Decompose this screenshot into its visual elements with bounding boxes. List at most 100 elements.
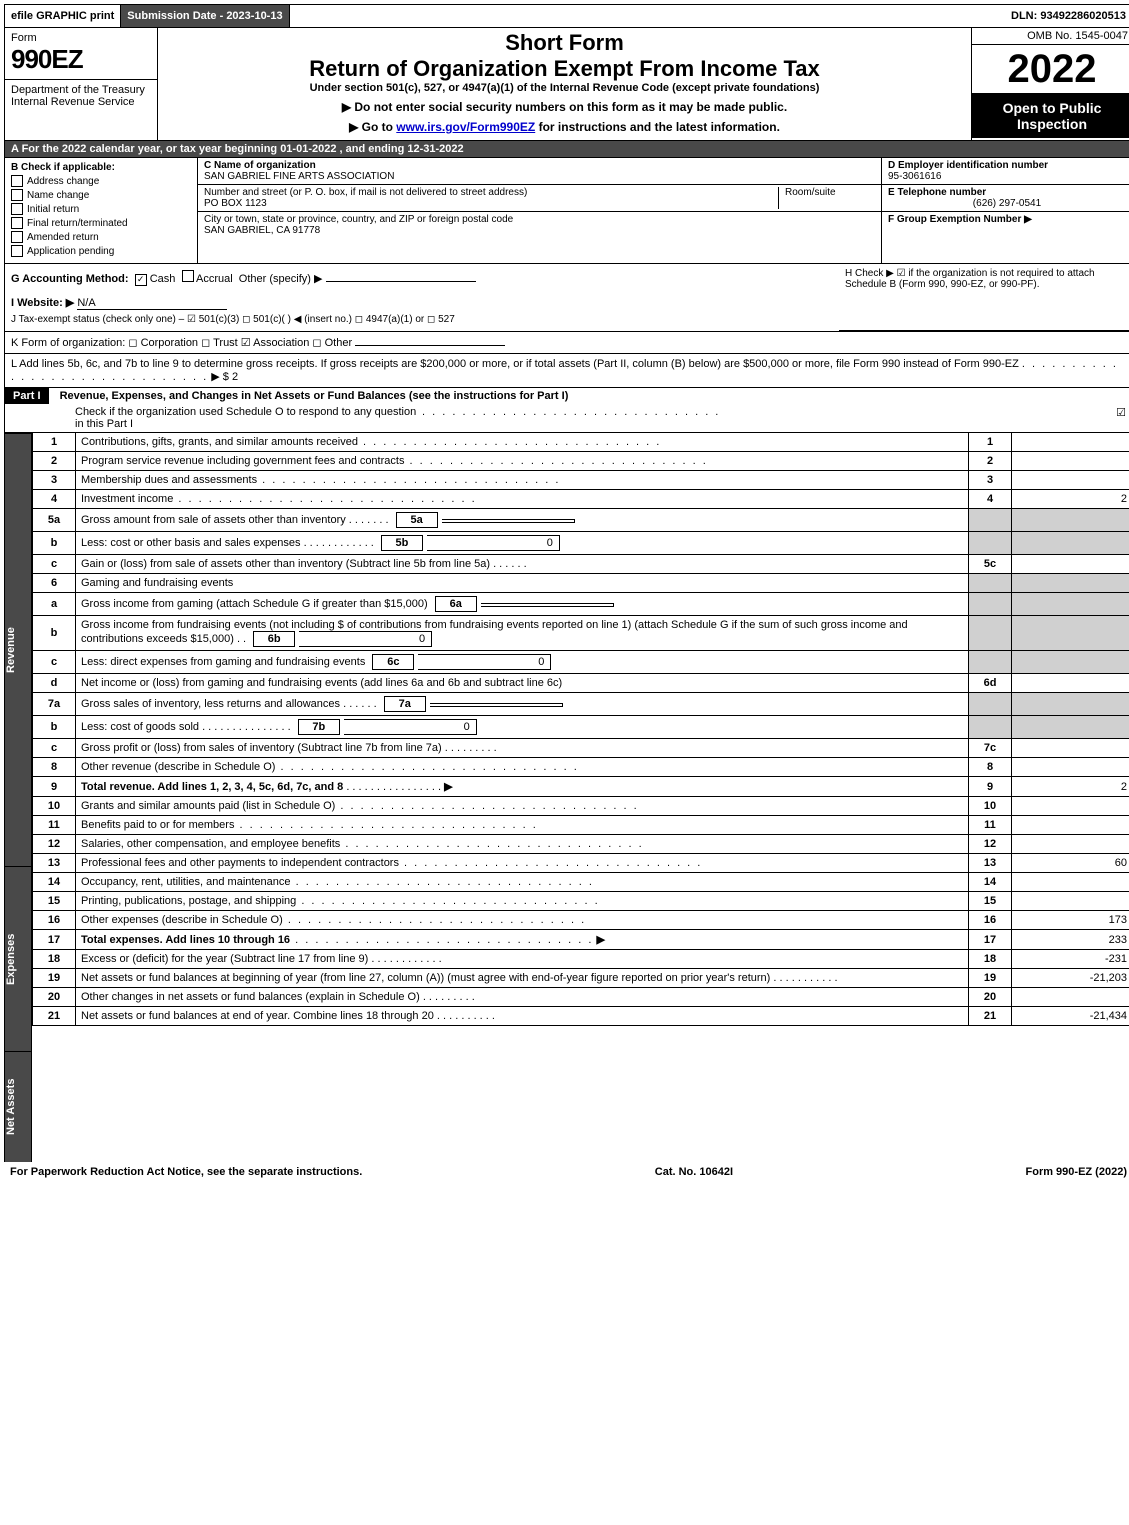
netassets-label: Net Assets [4, 1051, 32, 1162]
note2-prefix: ▶ Go to [349, 120, 396, 134]
form-word: Form [11, 32, 151, 44]
row-8: 8Other revenue (describe in Schedule O)8 [33, 758, 1129, 777]
row-7c: cGross profit or (loss) from sales of in… [33, 739, 1129, 758]
g-block: G Accounting Method: ✓ Cash Accrual Othe… [5, 264, 839, 331]
chk-initial-return[interactable]: Initial return [11, 203, 191, 215]
c-name-label: C Name of organization [204, 160, 316, 171]
row-7b: bLess: cost of goods sold . . . . . . . … [33, 716, 1129, 739]
column-c: C Name of organization SAN GABRIEL FINE … [198, 158, 882, 263]
row-6c: cLess: direct expenses from gaming and f… [33, 651, 1129, 674]
row-13: 13Professional fees and other payments t… [33, 854, 1129, 873]
omb-number: OMB No. 1545-0047 [972, 28, 1129, 45]
i-label: I Website: ▶ [11, 297, 74, 309]
page-footer: For Paperwork Reduction Act Notice, see … [4, 1162, 1129, 1182]
e-label: E Telephone number [888, 187, 986, 198]
row-17: 17Total expenses. Add lines 10 through 1… [33, 930, 1129, 950]
row-14: 14Occupancy, rent, utilities, and mainte… [33, 873, 1129, 892]
phone-value: (626) 297-0541 [888, 198, 1126, 209]
row-20: 20Other changes in net assets or fund ba… [33, 988, 1129, 1007]
c-street-row: Number and street (or P. O. box, if mail… [198, 185, 881, 212]
note2-suffix: for instructions and the latest informat… [535, 120, 780, 134]
l-amount: ▶ $ 2 [211, 371, 238, 383]
row-6: 6Gaming and fundraising events [33, 574, 1129, 593]
part1-label: Part I [5, 388, 49, 404]
g-line: G Accounting Method: ✓ Cash Accrual Othe… [11, 270, 833, 286]
form-subtitle: Under section 501(c), 527, or 4947(a)(1)… [164, 82, 965, 94]
row-6d: dNet income or (loss) from gaming and fu… [33, 674, 1129, 693]
irs-link[interactable]: www.irs.gov/Form990EZ [396, 120, 535, 134]
chk-address-change[interactable]: Address change [11, 175, 191, 187]
row-5c: cGain or (loss) from sale of assets othe… [33, 555, 1129, 574]
room-suite: Room/suite [778, 187, 875, 209]
street-value: PO BOX 1123 [204, 198, 267, 209]
row-21: 21Net assets or fund balances at end of … [33, 1007, 1129, 1026]
website-value: N/A [77, 297, 227, 310]
expenses-label: Expenses [4, 866, 32, 1051]
chk-amended-return[interactable]: Amended return [11, 231, 191, 243]
i-line: I Website: ▶ N/A [11, 296, 833, 310]
h-block: H Check ▶ ☑ if the organization is not r… [839, 264, 1129, 331]
street-label: Number and street (or P. O. box, if mail… [204, 187, 527, 198]
row-5a: 5aGross amount from sale of assets other… [33, 509, 1129, 532]
part1-body: Revenue Expenses Net Assets 1Contributio… [4, 433, 1129, 1162]
row-6a: aGross income from gaming (attach Schedu… [33, 593, 1129, 616]
city-value: SAN GABRIEL, CA 91778 [204, 225, 320, 236]
revenue-label: Revenue [4, 433, 32, 866]
dln-label: DLN: 93492286020513 [1005, 5, 1129, 27]
row-2: 2Program service revenue including gover… [33, 452, 1129, 471]
row-12: 12Salaries, other compensation, and empl… [33, 835, 1129, 854]
d-cell: D Employer identification number 95-3061… [882, 158, 1129, 185]
submission-date: Submission Date - 2023-10-13 [121, 5, 289, 27]
part1-title: Revenue, Expenses, and Changes in Net As… [52, 390, 569, 402]
org-name: SAN GABRIEL FINE ARTS ASSOCIATION [204, 171, 394, 182]
k-other-input[interactable] [355, 345, 505, 346]
chk-application-pending[interactable]: Application pending [11, 245, 191, 257]
footer-right: Form 990-EZ (2022) [1026, 1166, 1127, 1178]
row-6b: bGross income from fundraising events (n… [33, 616, 1129, 651]
l-line: L Add lines 5b, 6c, and 7b to line 9 to … [4, 354, 1129, 388]
part1-header: Part I Revenue, Expenses, and Changes in… [4, 388, 1129, 433]
top-bar: efile GRAPHIC print Submission Date - 20… [4, 4, 1129, 28]
e-cell: E Telephone number (626) 297-0541 [882, 185, 1129, 212]
b-label: B Check if applicable: [11, 162, 191, 173]
row-5b: bLess: cost or other basis and sales exp… [33, 532, 1129, 555]
form-header: Form 990EZ Department of the Treasury In… [4, 28, 1129, 141]
chk-final-return[interactable]: Final return/terminated [11, 217, 191, 229]
row-11: 11Benefits paid to or for members11 [33, 816, 1129, 835]
row-1: 1Contributions, gifts, grants, and simil… [33, 433, 1129, 452]
chk-accrual[interactable] [182, 270, 194, 282]
row-15: 15Printing, publications, postage, and s… [33, 892, 1129, 911]
chk-name-change[interactable]: Name change [11, 189, 191, 201]
row-18: 18Excess or (deficit) for the year (Subt… [33, 950, 1129, 969]
f-cell: F Group Exemption Number ▶ [882, 212, 1129, 227]
lines-table: 1Contributions, gifts, grants, and simil… [32, 433, 1129, 1026]
section-gh: G Accounting Method: ✓ Cash Accrual Othe… [4, 264, 1129, 332]
row-10: 10Grants and similar amounts paid (list … [33, 797, 1129, 816]
row-3: 3Membership dues and assessments3 [33, 471, 1129, 490]
dept-label: Department of the Treasury Internal Reve… [5, 79, 157, 108]
d-label: D Employer identification number [888, 160, 1048, 171]
open-to-public: Open to Public Inspection [972, 94, 1129, 138]
c-city-cell: City or town, state or province, country… [198, 212, 881, 238]
efile-label[interactable]: efile GRAPHIC print [5, 5, 121, 27]
other-specify-input[interactable] [326, 281, 476, 282]
chk-cash[interactable]: ✓ [135, 274, 147, 286]
row-16: 16Other expenses (describe in Schedule O… [33, 911, 1129, 930]
footer-left: For Paperwork Reduction Act Notice, see … [10, 1166, 362, 1178]
ein-value: 95-3061616 [888, 171, 941, 182]
part1-checked[interactable]: ☑ [1116, 406, 1126, 430]
side-labels: Revenue Expenses Net Assets [4, 433, 32, 1162]
c-name-cell: C Name of organization SAN GABRIEL FINE … [198, 158, 881, 185]
form-title: Return of Organization Exempt From Incom… [164, 56, 965, 82]
row-19: 19Net assets or fund balances at beginni… [33, 969, 1129, 988]
section-bcdef: B Check if applicable: Address change Na… [4, 158, 1129, 264]
section-a: A For the 2022 calendar year, or tax yea… [4, 141, 1129, 158]
k-line: K Form of organization: ◻ Corporation ◻ … [4, 332, 1129, 354]
form-number: 990EZ [11, 44, 151, 75]
header-center: Short Form Return of Organization Exempt… [158, 28, 972, 140]
header-right: OMB No. 1545-0047 2022 Open to Public In… [972, 28, 1129, 140]
j-line: J Tax-exempt status (check only one) – ☑… [11, 314, 833, 325]
row-4: 4Investment income42 [33, 490, 1129, 509]
instructions-link-line: ▶ Go to www.irs.gov/Form990EZ for instru… [164, 120, 965, 134]
column-de: D Employer identification number 95-3061… [882, 158, 1129, 263]
